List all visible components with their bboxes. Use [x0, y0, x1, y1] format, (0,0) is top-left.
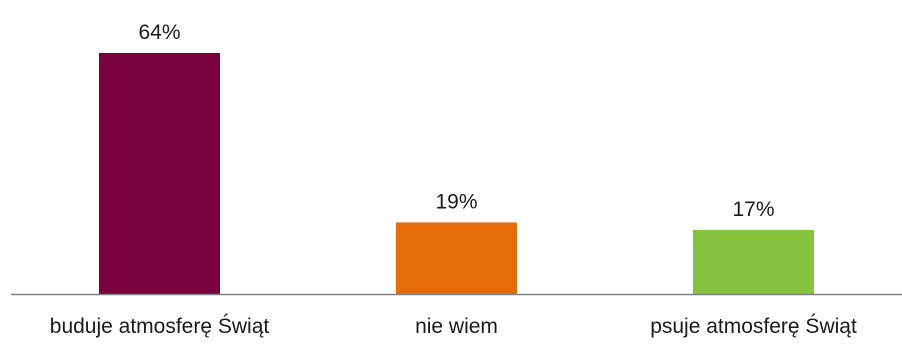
data-label-2: 19% [435, 190, 477, 213]
bar-3 [693, 229, 814, 294]
category-label-2: nie wiem [415, 315, 498, 338]
category-label-1: buduje atmosferę Świąt [50, 314, 270, 338]
data-label-1: 64% [138, 21, 180, 44]
data-label-3: 17% [732, 198, 774, 221]
bar-1 [99, 53, 220, 294]
category-label-3: psuje atmosferę Świąt [650, 314, 857, 338]
bar-2 [396, 222, 517, 294]
